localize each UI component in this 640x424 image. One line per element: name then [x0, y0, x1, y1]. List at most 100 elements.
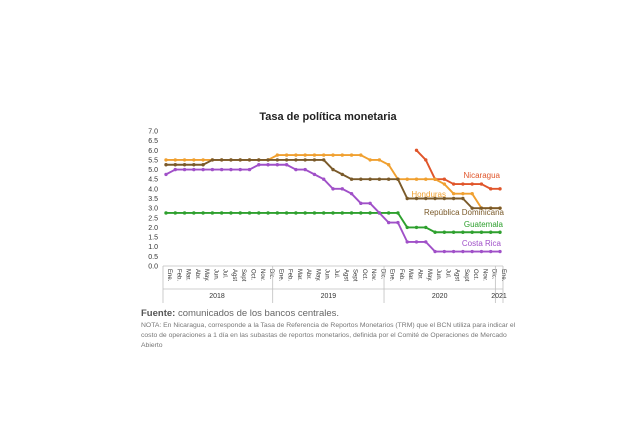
data-point [164, 211, 168, 215]
data-point [247, 158, 252, 162]
y-tick-label: 5.5 [148, 157, 158, 164]
x-tick-month: Nov. [259, 269, 265, 281]
data-point [442, 230, 447, 234]
data-point [284, 163, 289, 167]
x-tick-month: Oct. [250, 269, 256, 280]
data-point [461, 249, 465, 254]
data-point [498, 187, 502, 191]
data-point [461, 230, 465, 234]
data-point [312, 153, 317, 157]
y-tick-label: 6.5 [148, 138, 158, 145]
data-point [164, 163, 168, 167]
data-point [424, 225, 428, 230]
x-tick-month: Agst [342, 269, 348, 281]
data-point [210, 211, 215, 215]
data-point [461, 191, 465, 196]
data-point [229, 158, 233, 162]
data-point [359, 211, 363, 215]
chart-axes: 7.0 6.5 6.0 5.5 5.0 4.5 4.0 3.5 3.0 2.5 2.0 1.5 1.0 0… [148, 129, 507, 303]
x-tick-month: Jun. [324, 269, 330, 281]
data-point [192, 158, 196, 162]
source-label: Fuente: [141, 308, 176, 319]
data-point [498, 206, 502, 210]
data-point [164, 158, 168, 162]
data-point [322, 153, 326, 157]
data-point [192, 211, 196, 215]
data-point [210, 158, 215, 162]
y-tick-label: 2.5 [148, 215, 158, 222]
series-label: Costa Rica [462, 239, 502, 248]
data-point [266, 158, 270, 162]
data-point [275, 163, 280, 167]
data-point [294, 158, 298, 162]
data-point [173, 163, 177, 167]
x-tick-month: Agst [231, 269, 237, 281]
y-tick-label: 1.0 [148, 244, 158, 251]
x-tick-month: Feb. [175, 269, 181, 281]
series-label: República Dominicana [424, 208, 505, 217]
data-point [359, 153, 363, 157]
data-point [442, 249, 447, 254]
x-tick-month: Abr. [194, 269, 200, 280]
data-point [219, 167, 224, 172]
data-point [451, 196, 456, 201]
y-tick-label: 4.0 [148, 186, 158, 193]
x-tick-month: Jun. [212, 269, 218, 281]
data-point [433, 230, 437, 234]
data-point [303, 167, 307, 172]
data-point [405, 196, 409, 201]
data-point [479, 249, 484, 254]
x-tick-month: Jun. [435, 269, 441, 281]
x-tick-month: Sept [240, 269, 246, 282]
data-point [294, 153, 298, 157]
data-point [247, 211, 252, 215]
data-point [424, 196, 428, 201]
data-point [303, 158, 307, 162]
data-point [294, 167, 298, 172]
x-tick-month: Nov. [481, 269, 487, 281]
series-labels: Nicaragua Honduras República Dominicana Gua… [411, 171, 504, 248]
data-point [266, 211, 270, 215]
data-point [201, 211, 205, 215]
data-point [479, 206, 484, 210]
note-text: NOTA: En Nicaragua, corresponde a la Tas… [141, 322, 516, 349]
x-tick-month: Oct. [361, 269, 367, 280]
x-tick-month: Agst [454, 269, 460, 281]
data-point [498, 230, 502, 234]
x-tick-month: Dic. [379, 269, 385, 280]
data-point [377, 211, 382, 215]
source-line: Fuente: comunicados de los bancos centra… [141, 308, 521, 319]
x-tick-month: Ene. [389, 269, 395, 282]
chart-footer: Fuente: comunicados de los bancos centra… [141, 308, 521, 351]
data-point [414, 240, 419, 244]
x-tick-month: Dic. [268, 269, 274, 280]
data-point [396, 220, 400, 225]
data-point [451, 182, 456, 186]
x-tick-month: Abr. [417, 269, 423, 280]
data-point [284, 153, 289, 157]
data-point [182, 158, 187, 162]
data-point [433, 177, 437, 181]
x-tick-month: Abr. [305, 269, 311, 280]
data-point [340, 211, 344, 215]
data-point [386, 211, 391, 215]
data-point [461, 196, 465, 201]
y-tick-label: 0.0 [148, 264, 158, 271]
chart-title: Tasa de política monetaria [259, 111, 397, 123]
data-point [470, 191, 474, 196]
data-point [173, 158, 177, 162]
data-point [312, 158, 317, 162]
x-tick-month: Sept [463, 269, 469, 282]
data-point [386, 220, 391, 225]
data-point [498, 249, 502, 254]
data-point [359, 177, 363, 181]
x-tick-month: May. [314, 269, 320, 282]
x-tick-month: May. [203, 269, 209, 282]
data-point [331, 211, 335, 215]
x-tick-month: Sept [352, 269, 358, 282]
data-point [275, 211, 280, 215]
data-point [238, 167, 242, 172]
data-point [275, 153, 280, 157]
data-point [303, 153, 307, 157]
data-point [414, 148, 419, 152]
